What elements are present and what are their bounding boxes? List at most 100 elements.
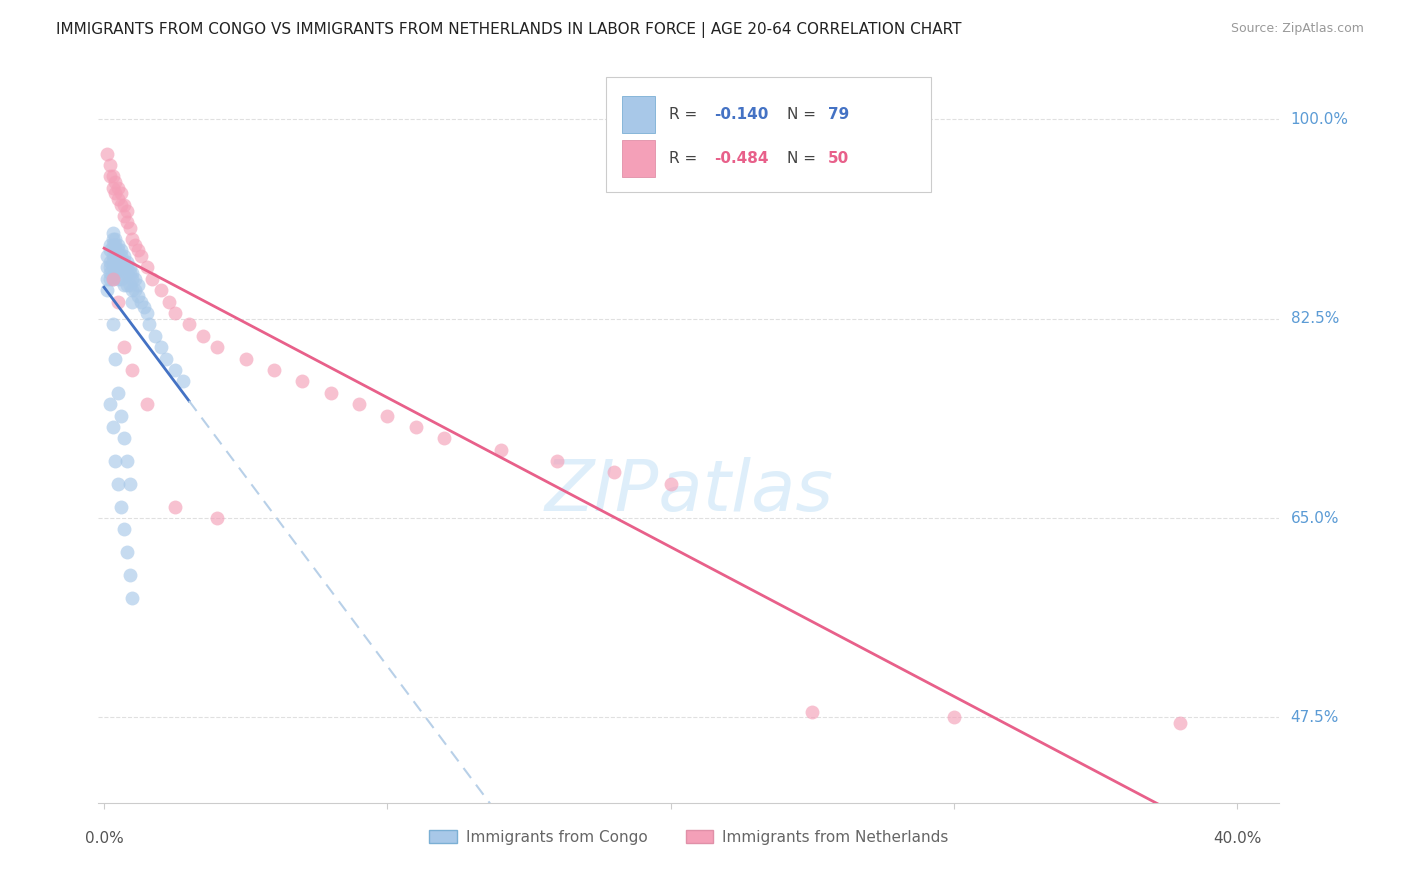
Point xyxy=(115,254,138,268)
Point xyxy=(107,294,129,309)
Point xyxy=(112,431,135,445)
Point xyxy=(107,192,129,206)
Text: 0.0%: 0.0% xyxy=(84,830,124,846)
Text: N =: N = xyxy=(787,151,821,166)
Text: ZIPatlas: ZIPatlas xyxy=(544,458,834,526)
Point xyxy=(115,260,138,275)
Point xyxy=(138,318,160,332)
Point xyxy=(207,340,229,354)
Point xyxy=(347,397,370,411)
Point xyxy=(115,545,138,559)
Point xyxy=(135,397,157,411)
Text: -0.140: -0.140 xyxy=(714,107,768,122)
Point xyxy=(177,318,200,332)
Point xyxy=(98,266,121,280)
Point xyxy=(163,363,186,377)
Point xyxy=(801,705,824,719)
Point xyxy=(104,175,127,189)
Point xyxy=(110,500,132,514)
Point xyxy=(155,351,177,366)
Point xyxy=(110,244,132,258)
Point xyxy=(98,158,121,172)
Point xyxy=(110,260,132,275)
Text: 65.0%: 65.0% xyxy=(1291,510,1339,525)
Point xyxy=(96,249,118,263)
Point xyxy=(98,237,121,252)
Bar xyxy=(621,95,655,133)
Point xyxy=(118,476,141,491)
FancyBboxPatch shape xyxy=(606,78,931,192)
Point xyxy=(127,289,149,303)
Point xyxy=(375,409,398,423)
Point xyxy=(104,454,127,468)
Point xyxy=(942,710,965,724)
Text: 100.0%: 100.0% xyxy=(1291,112,1348,127)
Point xyxy=(405,420,427,434)
Point xyxy=(101,237,124,252)
Point xyxy=(98,260,121,275)
Point xyxy=(101,232,124,246)
Point xyxy=(112,254,135,268)
Point xyxy=(163,500,186,514)
Point xyxy=(121,363,143,377)
Point xyxy=(104,237,127,252)
Point xyxy=(107,249,129,263)
Text: IMMIGRANTS FROM CONGO VS IMMIGRANTS FROM NETHERLANDS IN LABOR FORCE | AGE 20-64 : IMMIGRANTS FROM CONGO VS IMMIGRANTS FROM… xyxy=(56,22,962,38)
Point xyxy=(118,277,141,292)
Point xyxy=(112,249,135,263)
Point xyxy=(112,523,135,537)
Point xyxy=(115,266,138,280)
Point xyxy=(118,220,141,235)
Point xyxy=(121,232,143,246)
Point xyxy=(121,272,143,286)
Text: 47.5%: 47.5% xyxy=(1291,710,1339,725)
Point xyxy=(110,409,132,423)
Point xyxy=(118,568,141,582)
Point xyxy=(101,254,124,268)
Point xyxy=(104,254,127,268)
Point xyxy=(110,272,132,286)
Text: N =: N = xyxy=(787,107,821,122)
Point xyxy=(118,260,141,275)
Point xyxy=(101,260,124,275)
Point xyxy=(124,237,146,252)
Point xyxy=(112,209,135,223)
Point xyxy=(143,328,166,343)
Point xyxy=(433,431,456,445)
Point xyxy=(107,476,129,491)
Point xyxy=(546,454,568,468)
Bar xyxy=(621,140,655,178)
Point xyxy=(96,260,118,275)
Point xyxy=(104,351,127,366)
Legend: Immigrants from Congo, Immigrants from Netherlands: Immigrants from Congo, Immigrants from N… xyxy=(423,823,955,851)
Point xyxy=(149,340,172,354)
Point xyxy=(110,249,132,263)
Point xyxy=(96,272,118,286)
Point xyxy=(104,266,127,280)
Point xyxy=(112,340,135,354)
Point xyxy=(129,294,152,309)
Point xyxy=(115,277,138,292)
Point xyxy=(207,511,229,525)
Point xyxy=(112,266,135,280)
Point xyxy=(112,198,135,212)
Point xyxy=(110,254,132,268)
Point xyxy=(98,169,121,184)
Text: 79: 79 xyxy=(828,107,849,122)
Point xyxy=(107,254,129,268)
Point xyxy=(115,215,138,229)
Point xyxy=(107,385,129,400)
Point xyxy=(101,227,124,241)
Point xyxy=(101,318,124,332)
Point xyxy=(101,249,124,263)
Point xyxy=(107,272,129,286)
Point xyxy=(121,283,143,297)
Point xyxy=(112,260,135,275)
Point xyxy=(107,180,129,194)
Point xyxy=(115,203,138,218)
Text: R =: R = xyxy=(669,107,702,122)
Point xyxy=(132,301,155,315)
Point xyxy=(101,272,124,286)
Point xyxy=(157,294,180,309)
Point xyxy=(101,272,124,286)
